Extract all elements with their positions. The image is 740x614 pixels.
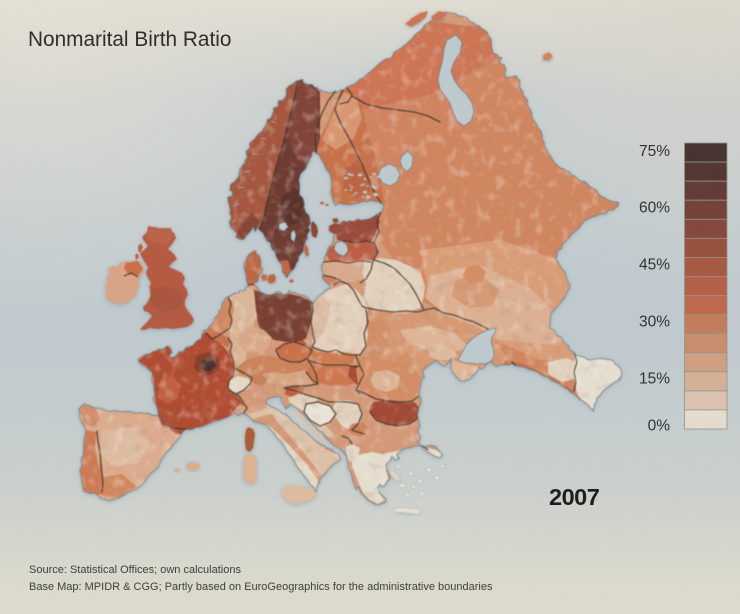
svg-text:2007: 2007 [549, 484, 600, 510]
svg-text:Source: Statistical Offices; o: Source: Statistical Offices; own calcula… [29, 564, 241, 576]
svg-text:Nonmarital Birth Ratio: Nonmarital Birth Ratio [28, 28, 231, 51]
svg-text:Base Map: MPIDR & CGG; Partly: Base Map: MPIDR & CGG; Partly based on E… [29, 581, 493, 593]
